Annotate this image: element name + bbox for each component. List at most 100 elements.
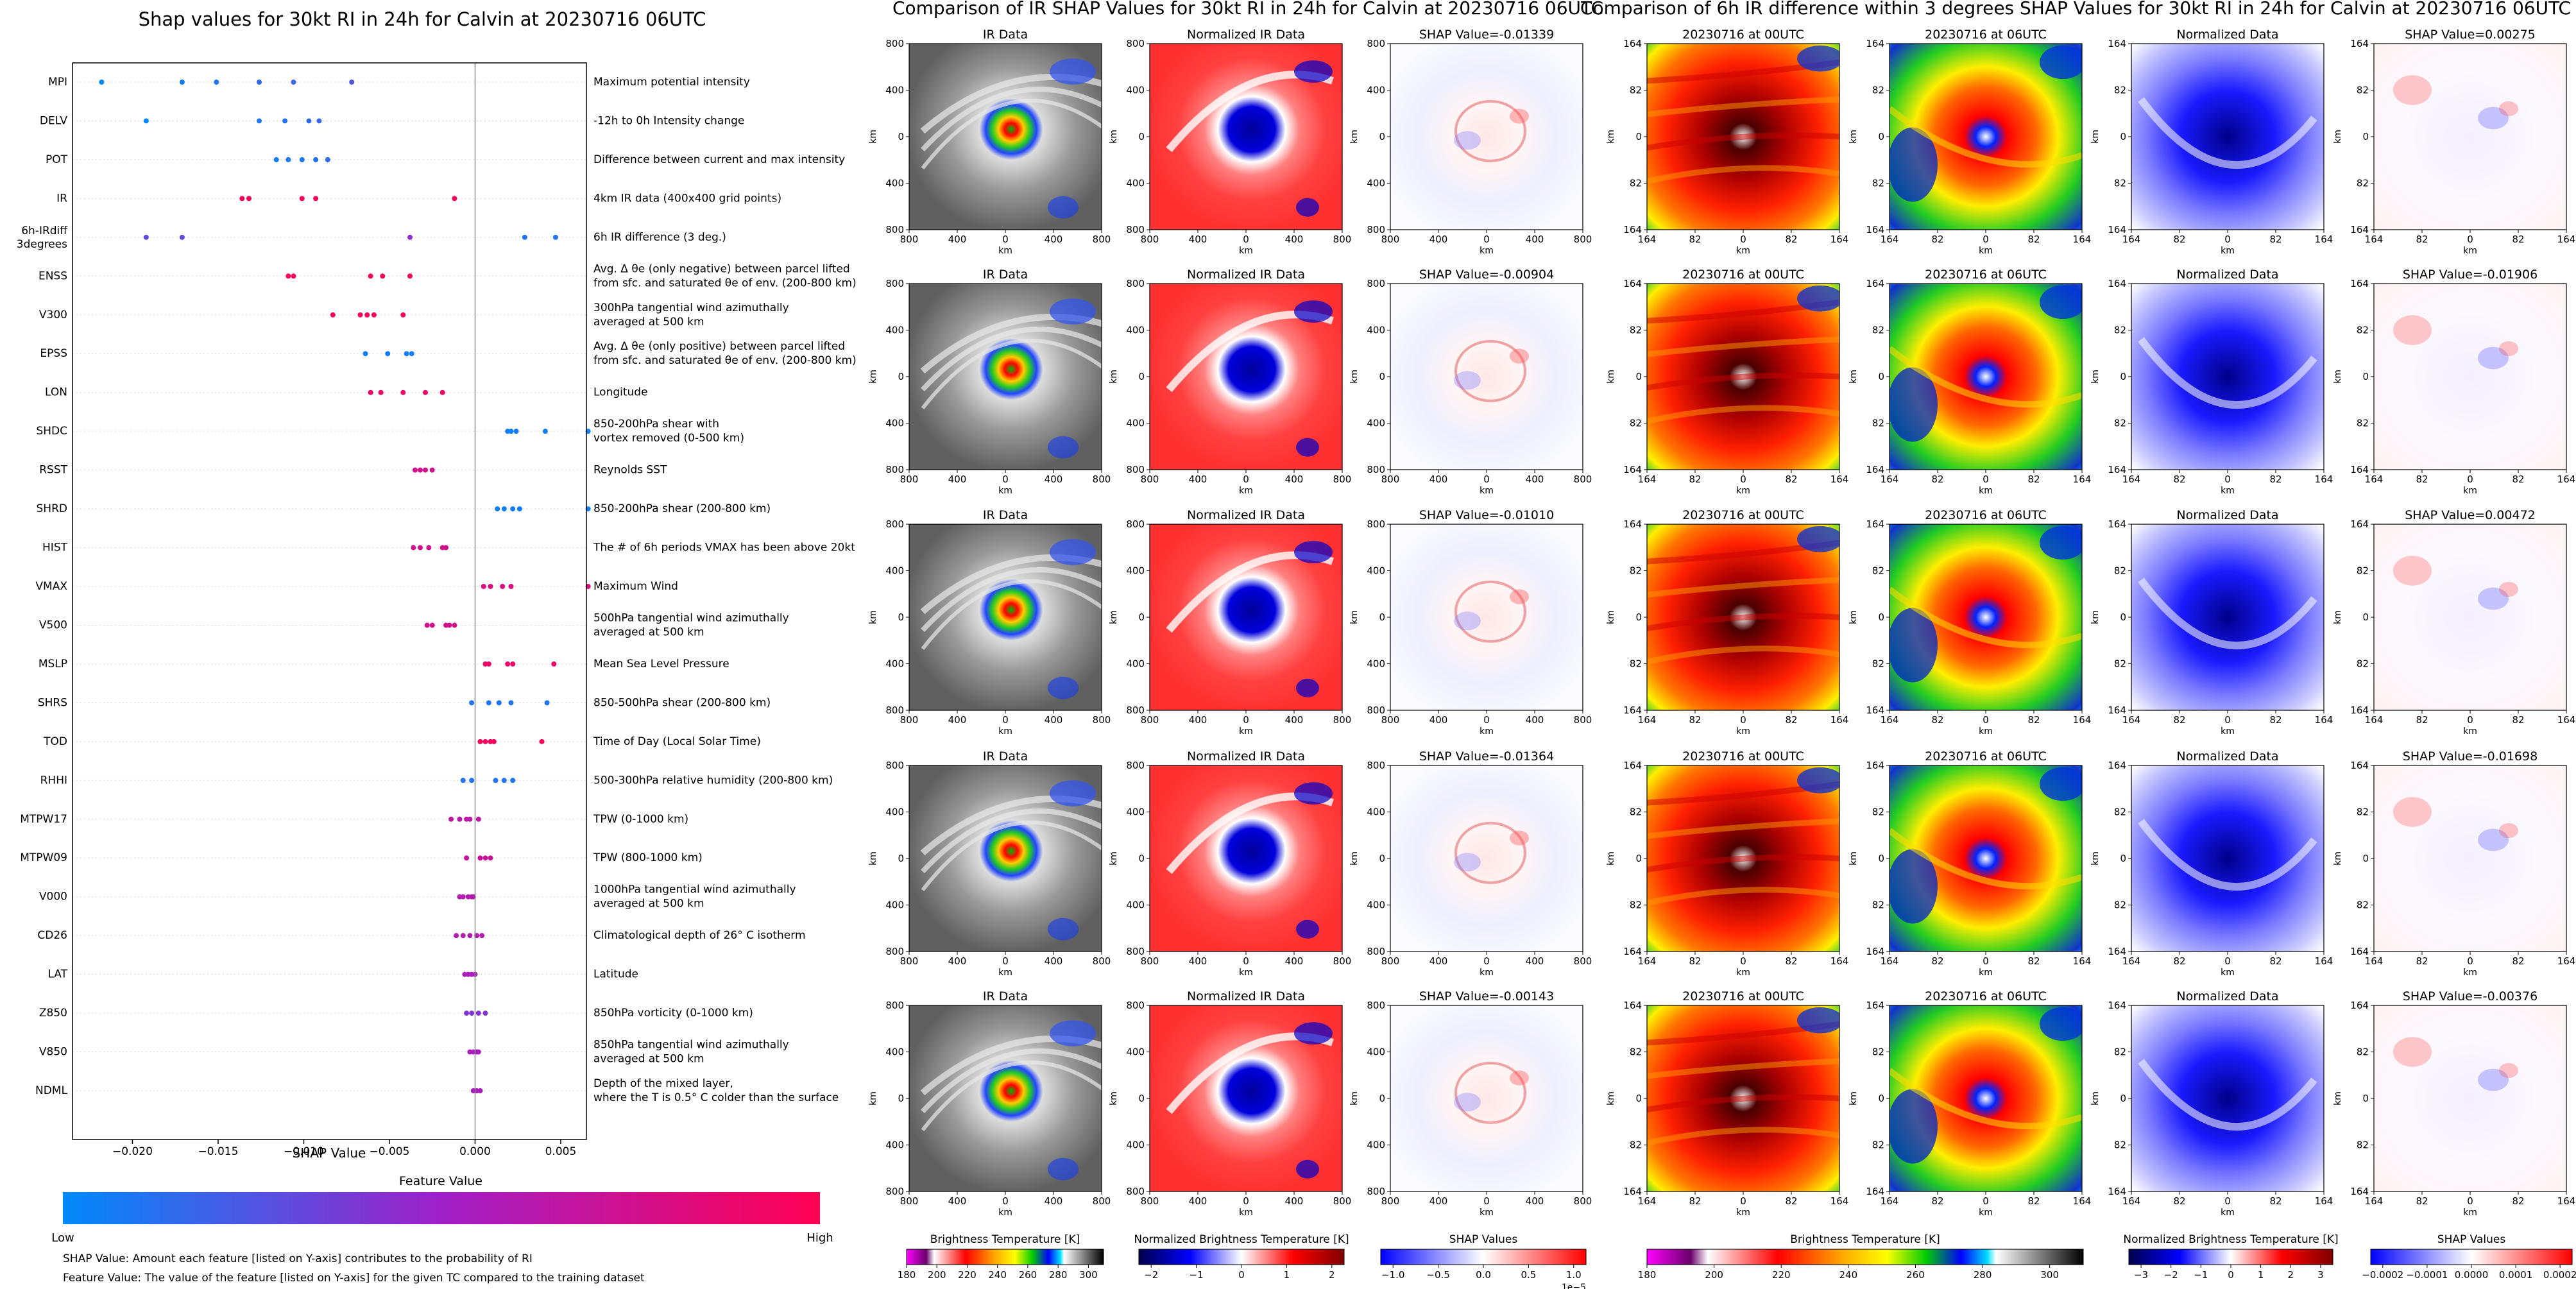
- panel-title: SHAP Value=-0.00904: [1419, 268, 1554, 282]
- x-tick-label: 82: [1931, 1195, 1943, 1207]
- y-axis-label: km: [1848, 851, 1859, 866]
- y-axis-label: km: [1109, 610, 1119, 624]
- summary-title: Shap values for 30kt RI in 24h for Calvi…: [139, 8, 706, 30]
- y-tick-label: 0: [1138, 1093, 1145, 1104]
- panel-image: [1647, 44, 1839, 230]
- shap-point: [443, 545, 449, 551]
- shap-point: [368, 273, 373, 279]
- x-tick-label: 400: [948, 474, 967, 485]
- y-tick-label: 0: [1878, 611, 1884, 623]
- y-tick-label: 164: [2108, 278, 2126, 289]
- y-tick-label: 82: [1630, 418, 1642, 429]
- x-tick-label: 164: [2122, 1195, 2141, 1207]
- y-tick-label: 82: [1630, 658, 1642, 670]
- x-tick-label: 800: [900, 1195, 919, 1207]
- x-axis-label: km: [2463, 726, 2477, 737]
- x-tick-label: 400: [1526, 955, 1544, 967]
- x-axis-label: km: [1480, 486, 1494, 496]
- shap-point: [423, 467, 429, 473]
- panel-image: [909, 44, 1102, 230]
- x-tick-label: 0: [2467, 234, 2473, 245]
- y-tick-label: 400: [885, 565, 904, 577]
- y-tick-label: 400: [1367, 658, 1385, 670]
- colorbar-high-label: High: [806, 1231, 833, 1245]
- y-tick-label: 0: [898, 1093, 904, 1104]
- y-tick-label: 82: [1872, 178, 1884, 189]
- x-tick-label: 82: [2269, 234, 2282, 245]
- x-tick-label: 0: [1483, 1195, 1490, 1207]
- note-feature-value: Feature Value: The value of the feature …: [63, 1272, 645, 1285]
- x-tick-label: 82: [1689, 955, 1701, 967]
- y-axis-label: km: [2090, 610, 2101, 624]
- colorbar-tick-label: 0: [1238, 1269, 1245, 1281]
- y-tick-label: 82: [2114, 658, 2126, 670]
- colorbar-tick-label: 0.5: [1521, 1269, 1536, 1281]
- shap-point: [291, 80, 296, 85]
- y-tick-label: 400: [885, 900, 904, 911]
- x-tick-label: 164: [2557, 234, 2576, 245]
- shap-point: [380, 273, 386, 279]
- y-tick-label: 82: [1630, 1140, 1642, 1151]
- x-tick-label: 82: [2269, 474, 2282, 485]
- colorbar-tick-label: 180: [1638, 1269, 1657, 1281]
- colorbar-offset-label: 1e−5: [1562, 1283, 1586, 1289]
- colorbar-ramp: [2370, 1249, 2573, 1265]
- feature-name: 6h-IRdiff 3degrees: [17, 225, 69, 251]
- colorbar-tick-label: 2: [2288, 1269, 2294, 1281]
- x-tick-label: 800: [1333, 714, 1352, 726]
- y-tick-label: 0: [1878, 131, 1884, 142]
- colorbar-tick-label: 0.0: [1476, 1269, 1491, 1281]
- x-axis-label: km: [2463, 1208, 2477, 1218]
- y-tick-label: 164: [1866, 278, 1884, 289]
- panel-title: SHAP Value=-0.01698: [2403, 749, 2538, 764]
- feature-description: Avg. Δ θe (only negative) between parcel…: [593, 262, 857, 289]
- y-tick-label: 82: [2114, 900, 2126, 911]
- panel-title: Normalized IR Data: [1187, 508, 1305, 522]
- feature-name: SHDC: [36, 425, 67, 438]
- shap-point: [407, 234, 413, 240]
- x-tick-label: 164: [2073, 955, 2092, 967]
- panel-image: [2131, 1005, 2324, 1191]
- x-tick-label: 0: [1002, 714, 1009, 726]
- x-tick-label: 164: [2122, 234, 2141, 245]
- panel-title: Normalized Data: [2176, 749, 2278, 764]
- x-tick-label: 800: [1333, 474, 1352, 485]
- colorbar-tick-label: 0.0000: [2455, 1269, 2489, 1281]
- colorbar-ramp: [1138, 1249, 1345, 1265]
- y-tick-label: 400: [1367, 418, 1385, 429]
- x-tick-label: 0.000: [459, 1145, 491, 1158]
- x-tick-label: 82: [2173, 234, 2185, 245]
- x-tick-label: 800: [1381, 474, 1400, 485]
- ir-normalized-colorbar: Normalized Brightness Temperature [K] −2 −…: [1134, 1233, 1349, 1281]
- x-tick-label: 400: [948, 714, 967, 726]
- x-tick-label: 82: [2027, 234, 2040, 245]
- panel-image: [1390, 765, 1583, 952]
- y-tick-label: 800: [1126, 38, 1145, 49]
- x-tick-label: 0: [2467, 474, 2473, 485]
- shap-point: [505, 661, 511, 667]
- colorbar-low-label: Low: [51, 1231, 74, 1245]
- panel-image: [1150, 1005, 1342, 1191]
- y-tick-label: 400: [885, 658, 904, 670]
- x-tick-label: 82: [2416, 234, 2428, 245]
- ir-shap-colorbar: SHAP Values −1.0 −0.5 0.0 0.5 1.0 1e−5: [1380, 1233, 1587, 1289]
- y-tick-label: 82: [2114, 565, 2126, 577]
- shap-point: [542, 429, 548, 434]
- y-tick-label: 82: [2114, 178, 2126, 189]
- y-axis-label: km: [1848, 130, 1859, 144]
- y-tick-label: 800: [885, 278, 904, 289]
- y-tick-label: 800: [1367, 1186, 1385, 1197]
- y-tick-label: 82: [1872, 1046, 1884, 1058]
- x-axis-label: km: [1239, 726, 1253, 737]
- y-tick-label: 82: [2357, 325, 2369, 336]
- shap-point: [501, 506, 507, 512]
- ir-comparison-panel: Comparison of IR SHAP Values for 30kt RI…: [868, 0, 1603, 1218]
- image-panel: 20230716 at 06UTC1641648282008282164164k…: [1848, 28, 2091, 256]
- feature-description: The # of 6h periods VMAX has been above …: [593, 542, 855, 554]
- feature-name: V000: [39, 891, 67, 903]
- x-tick-label: 0: [1983, 474, 1989, 485]
- x-tick-label: 0.005: [545, 1145, 577, 1158]
- shap-point: [501, 778, 507, 783]
- x-tick-label: 0: [1740, 955, 1746, 967]
